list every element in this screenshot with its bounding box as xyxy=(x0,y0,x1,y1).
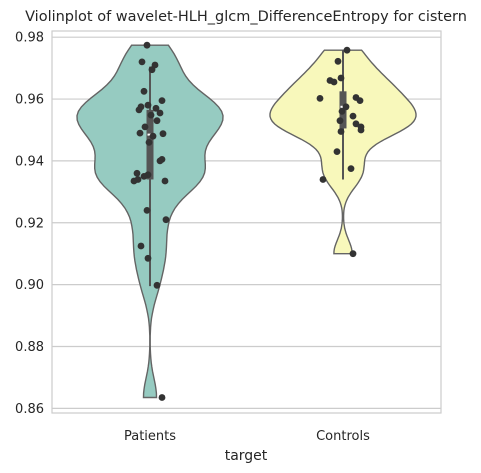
data-point xyxy=(158,97,166,104)
data-point xyxy=(338,108,346,115)
y-tick-label: 0.96 xyxy=(15,93,44,108)
data-point xyxy=(153,281,161,289)
data-point xyxy=(140,87,148,95)
x-axis-label: target xyxy=(225,448,268,464)
y-tick-label: 0.92 xyxy=(15,216,44,231)
data-point xyxy=(138,58,146,66)
data-point xyxy=(136,129,144,137)
data-point xyxy=(319,176,327,183)
data-point xyxy=(143,207,151,214)
y-tick-label: 0.90 xyxy=(15,278,44,293)
data-point xyxy=(356,97,364,104)
x-tick-label: Patients xyxy=(124,429,176,444)
data-point xyxy=(153,117,161,125)
data-point xyxy=(347,165,355,173)
data-point xyxy=(137,242,145,250)
data-point xyxy=(144,254,152,262)
data-point xyxy=(144,101,152,109)
data-point xyxy=(130,177,138,185)
data-point xyxy=(156,157,164,165)
data-point xyxy=(141,123,149,131)
data-point xyxy=(162,216,170,224)
data-point xyxy=(148,66,156,74)
data-point xyxy=(145,139,153,146)
data-point xyxy=(337,74,345,82)
data-point xyxy=(357,126,365,134)
data-point xyxy=(140,173,148,180)
data-point xyxy=(143,41,151,49)
data-point xyxy=(152,104,160,112)
data-point xyxy=(158,394,166,401)
data-point xyxy=(349,250,357,258)
x-tick-label: Controls xyxy=(316,429,370,444)
chart-title: Violinplot of wavelet-HLH_glcm_Differenc… xyxy=(25,9,467,25)
data-point xyxy=(149,132,157,140)
data-point xyxy=(352,120,360,128)
y-tick-label: 0.94 xyxy=(15,154,44,169)
data-point xyxy=(333,148,341,156)
y-tick-label: 0.86 xyxy=(15,402,44,417)
data-point xyxy=(336,117,344,125)
data-point xyxy=(343,46,351,54)
data-point xyxy=(349,112,357,120)
data-point xyxy=(316,95,324,102)
y-tick-label: 0.98 xyxy=(15,31,44,46)
data-point xyxy=(135,106,143,114)
data-point xyxy=(337,128,345,135)
data-point xyxy=(133,169,141,177)
y-tick-label: 0.88 xyxy=(15,340,44,355)
data-point xyxy=(156,109,164,117)
data-point xyxy=(161,177,169,185)
plot-frame xyxy=(51,30,442,414)
data-point xyxy=(342,103,350,111)
data-point xyxy=(147,111,155,119)
data-point xyxy=(334,57,342,65)
data-point xyxy=(159,130,167,138)
data-point xyxy=(330,78,338,86)
